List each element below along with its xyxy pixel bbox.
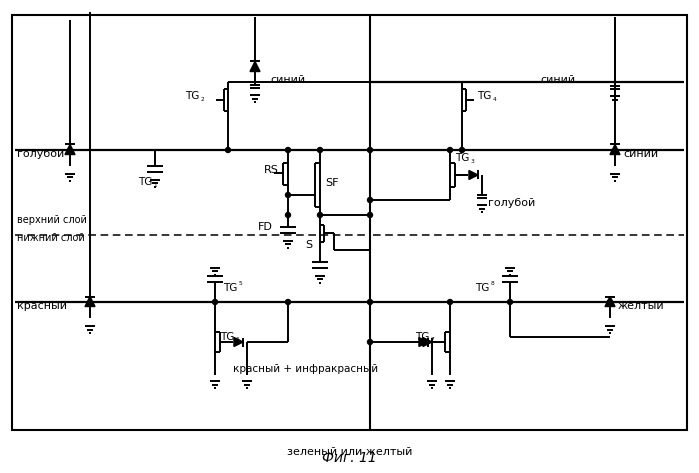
Circle shape	[212, 299, 217, 305]
Polygon shape	[65, 144, 75, 155]
Text: $_3$: $_3$	[470, 158, 475, 166]
Text: TG: TG	[138, 177, 152, 187]
Text: $_8$: $_8$	[490, 280, 496, 289]
Text: синий: синий	[540, 75, 575, 85]
Polygon shape	[610, 144, 620, 155]
Circle shape	[368, 198, 373, 202]
Circle shape	[285, 212, 291, 218]
Text: нижний слой: нижний слой	[17, 233, 85, 243]
Polygon shape	[423, 338, 432, 347]
Text: верхний слой: верхний слой	[17, 215, 87, 225]
Text: $_1$: $_1$	[153, 181, 158, 190]
Text: красный + инфракрасный: красный + инфракрасный	[233, 364, 378, 374]
Text: SF: SF	[325, 178, 338, 188]
Text: $_4$: $_4$	[492, 96, 498, 105]
Circle shape	[368, 148, 373, 152]
Circle shape	[285, 148, 291, 152]
Text: голубой: голубой	[17, 149, 64, 159]
Text: TG: TG	[455, 153, 469, 163]
Circle shape	[226, 148, 231, 152]
Text: TG: TG	[185, 91, 199, 101]
Text: $_6$: $_6$	[235, 335, 240, 344]
Text: $_2$: $_2$	[200, 96, 206, 105]
Text: синий: синий	[623, 149, 658, 159]
Polygon shape	[85, 297, 95, 307]
Bar	[12, 15, 687, 430]
Text: голубой: голубой	[488, 198, 535, 208]
Text: Фиг. 11: Фиг. 11	[322, 451, 377, 465]
Text: TG: TG	[223, 283, 238, 293]
Circle shape	[285, 299, 291, 305]
Circle shape	[447, 148, 452, 152]
Text: TG: TG	[475, 283, 489, 293]
Text: RS: RS	[264, 165, 279, 175]
Text: красный: красный	[17, 301, 67, 311]
Text: желтый: желтый	[618, 301, 665, 311]
Circle shape	[285, 193, 291, 198]
Polygon shape	[469, 170, 478, 179]
Text: синий: синий	[270, 75, 305, 85]
Text: TG: TG	[415, 332, 429, 342]
Text: TG: TG	[477, 91, 491, 101]
Circle shape	[317, 148, 322, 152]
Circle shape	[317, 212, 322, 218]
Circle shape	[447, 299, 452, 305]
Polygon shape	[419, 338, 428, 347]
Polygon shape	[250, 61, 260, 71]
Circle shape	[368, 340, 373, 344]
Circle shape	[459, 148, 465, 152]
Polygon shape	[605, 297, 615, 307]
Circle shape	[507, 299, 512, 305]
Circle shape	[607, 299, 612, 305]
Text: S: S	[305, 240, 312, 250]
Polygon shape	[234, 338, 243, 347]
Circle shape	[368, 299, 373, 305]
Text: $_7$: $_7$	[430, 335, 435, 344]
Text: FD: FD	[258, 222, 273, 232]
Text: $_5$: $_5$	[238, 280, 243, 289]
Circle shape	[368, 212, 373, 218]
Text: TG: TG	[220, 332, 234, 342]
Text: зеленый или желтый: зеленый или желтый	[287, 447, 412, 457]
